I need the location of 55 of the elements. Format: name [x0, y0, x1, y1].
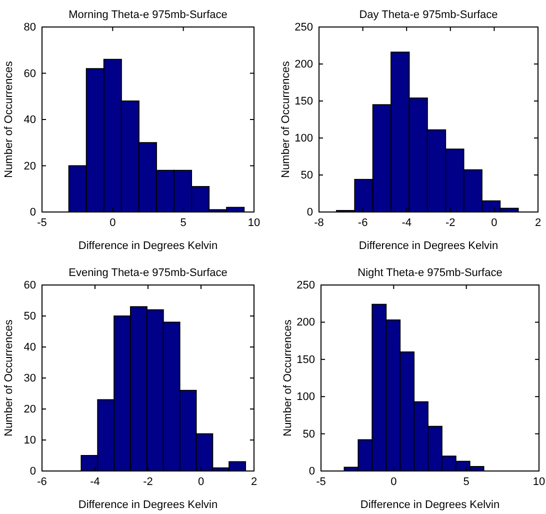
x-tick-label: 10	[532, 476, 546, 488]
y-tick-label: 200	[296, 316, 315, 329]
y-tick-label: 0	[306, 206, 313, 219]
y-tick-label: 50	[302, 428, 315, 440]
x-tick-label: -6	[37, 476, 47, 488]
chart-title: Night Theta-e 975mb-Surface	[358, 267, 502, 279]
x-tick-label: 0	[110, 216, 116, 229]
chart-title: Evening Theta-e 975mb-Surface	[68, 267, 228, 279]
x-tick-label: -2	[143, 476, 153, 488]
y-tick-label: 20	[24, 404, 36, 416]
y-tick-label: 100	[296, 391, 315, 404]
y-tick-label: 20	[24, 160, 36, 172]
x-tick-label: -6	[358, 216, 368, 229]
y-tick-label: 250	[294, 22, 313, 34]
x-tick-label: -5	[37, 216, 47, 229]
y-tick-label: 50	[24, 310, 36, 323]
x-tick-label: 5	[463, 476, 470, 488]
y-tick-label: 150	[294, 96, 313, 108]
y-tick-label: 0	[30, 206, 36, 219]
y-tick-label: 0	[30, 466, 36, 478]
y-axis-title: Number of Occurrences	[282, 319, 294, 436]
x-tick-label: 0	[198, 476, 204, 488]
x-tick-label: -4	[90, 476, 100, 488]
chart-title: Day Theta-e 975mb-Surface	[359, 9, 498, 21]
y-tick-label: 80	[24, 22, 36, 34]
y-tick-label: 40	[24, 114, 36, 126]
x-tick-label: 2	[250, 476, 258, 488]
y-tick-label: 10	[24, 434, 36, 447]
x-axis-title: Difference in Degrees Kelvin	[78, 240, 218, 252]
x-axis-title: Difference in Degrees Kelvin	[360, 499, 500, 511]
y-tick-label: 150	[296, 354, 315, 366]
x-tick-label: 10	[248, 216, 260, 229]
y-tick-label: 60	[24, 68, 36, 80]
x-tick-label: -5	[316, 476, 326, 488]
y-tick-label: 0	[308, 466, 315, 478]
x-tick-label: 5	[180, 216, 186, 229]
x-axis-title: Difference in Degrees Kelvin	[78, 499, 218, 511]
y-tick-label: 100	[294, 132, 313, 145]
x-tick-label: -4	[402, 216, 412, 229]
y-tick-label: 200	[294, 58, 313, 71]
x-tick-label: 0	[390, 476, 397, 488]
x-axis-title: Difference in Degrees Kelvin	[358, 240, 498, 252]
chart-title: Morning Theta-e 975mb-Surface	[68, 9, 228, 21]
y-tick-label: 250	[296, 280, 315, 292]
x-tick-label: 2	[534, 216, 542, 229]
x-tick-label: 0	[491, 216, 498, 229]
y-tick-label: 60	[24, 280, 36, 292]
y-tick-label: 40	[24, 342, 36, 354]
y-tick-label: 30	[24, 372, 36, 385]
y-axis-title: Number of Occurrences	[280, 60, 292, 178]
x-tick-label: -2	[446, 216, 456, 229]
y-tick-label: 50	[300, 170, 313, 182]
y-axis-title: Number of Occurrences	[3, 319, 15, 436]
x-tick-label: -8	[314, 216, 324, 229]
y-axis-title: Number of Occurrences	[3, 60, 15, 178]
